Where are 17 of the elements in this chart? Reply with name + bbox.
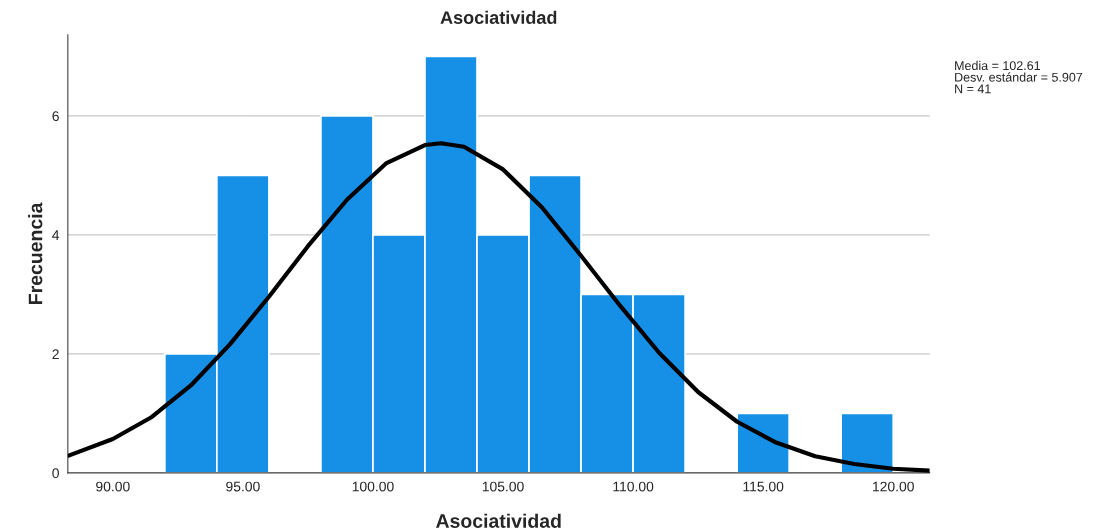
x-tick-label: 110.00: [613, 481, 654, 492]
x-tick-label: 120.00: [873, 481, 914, 492]
x-axis-title: Asociatividad: [436, 513, 561, 528]
x-tick-label: 100.00: [352, 481, 394, 492]
x-tick-label: 105.00: [482, 481, 524, 492]
y-tick-label: 0: [52, 468, 59, 479]
text: N = 41: [955, 84, 991, 94]
chart-title: Asociatividad: [440, 10, 557, 24]
y-axis-title: Frecuencia: [28, 202, 43, 304]
y-tick-label: 2: [52, 349, 59, 359]
x-tick-label: 90.00: [96, 481, 130, 492]
y-tick-label: 4: [52, 230, 60, 240]
text: Desv. estándar = 5.907: [955, 72, 1083, 82]
text: Media = 102.61: [955, 60, 1041, 71]
y-tick-label: 6: [52, 111, 59, 122]
x-tick-label: 95.00: [226, 481, 260, 492]
x-tick-label: 115.00: [743, 481, 784, 492]
